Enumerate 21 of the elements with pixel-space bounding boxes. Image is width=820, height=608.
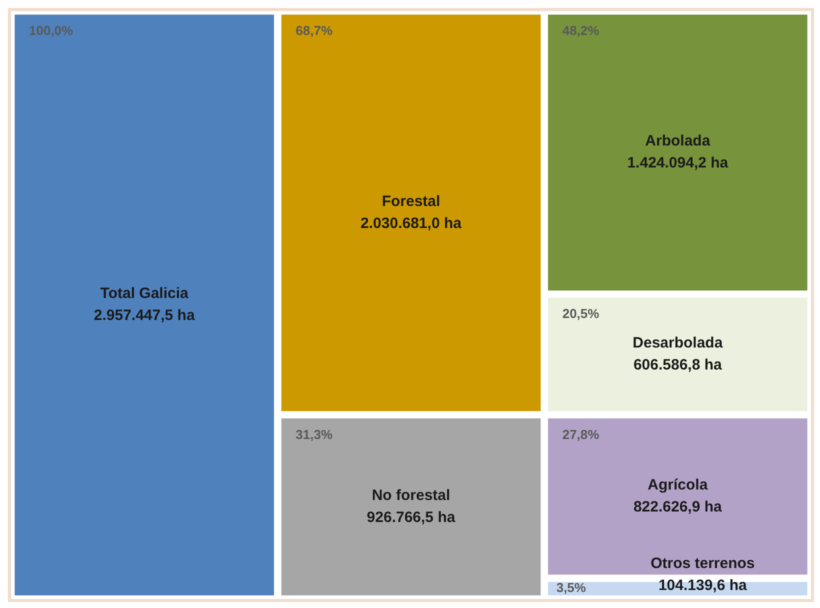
category-label: Arbolada — [645, 132, 711, 150]
text: 20,5% — [562, 306, 600, 322]
data-label: 926.766,5 ha — [366, 509, 456, 526]
text: 3,5% — [556, 580, 586, 596]
category-label: Otros terrenos — [650, 555, 755, 572]
category-label: Total Galicia — [100, 285, 190, 302]
text: 68,7% — [296, 23, 333, 38]
text: 31,3% — [296, 426, 333, 442]
data-label: 2.957.447,5 ha — [94, 307, 196, 324]
data-label: 822.626,9 ha — [633, 498, 723, 516]
text: 27,8% — [562, 426, 600, 442]
category-label: Agrícola — [648, 476, 708, 494]
text: 100,0% — [29, 23, 74, 38]
data-label: 1.424.094,2 ha — [627, 154, 729, 172]
data-label: 606.586,8 ha — [633, 356, 723, 374]
data-label: 104.139,6 ha — [658, 577, 748, 594]
data-label: 2.030.681,0 ha — [360, 215, 462, 232]
category-label: Desarbolada — [632, 334, 724, 352]
category-label: No forestal — [372, 487, 450, 504]
text: 48,2% — [562, 23, 600, 38]
category-label: Forestal — [382, 193, 440, 210]
